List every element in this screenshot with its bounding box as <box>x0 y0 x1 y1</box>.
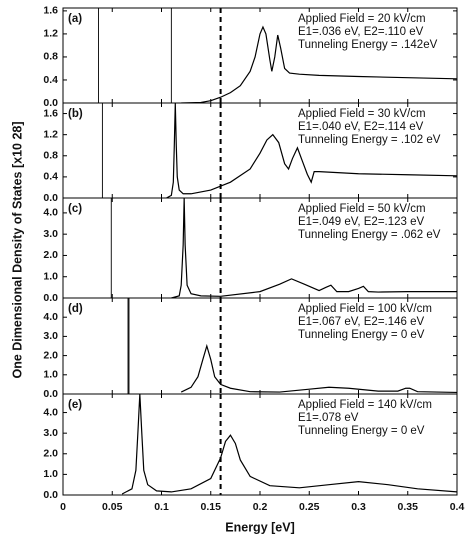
y-tick-label: 1.0 <box>43 271 58 283</box>
x-tick-label: 0.2 <box>253 501 268 513</box>
y-tick-label: 0.0 <box>43 97 58 109</box>
x-tick-label: 0.3 <box>351 501 366 513</box>
y-tick-label: 0.4 <box>43 74 58 86</box>
annotation: E1=.067 eV, E2=.146 eV <box>298 316 425 328</box>
x-tick-label: 0.25 <box>299 501 320 513</box>
y-tick-label: 0.0 <box>43 489 58 501</box>
annotation: Tunneling Energy = .062 eV <box>298 229 441 241</box>
panel-label: (e) <box>68 399 82 411</box>
y-tick-label: 2.0 <box>43 249 58 261</box>
annotation: Applied Field = 20 kV/cm <box>298 13 426 25</box>
annotation: E1=.036 eV, E2=.110 eV <box>298 26 424 38</box>
y-tick-label: 0.8 <box>43 51 58 63</box>
annotation: Tunneling Energy = .102 eV <box>298 134 441 146</box>
annotation: Tunneling Energy = .142eV <box>298 39 438 51</box>
annotation: Applied Field = 140 kV/cm <box>298 399 432 411</box>
dos-curve <box>121 394 457 495</box>
x-axis-label: Energy [eV] <box>225 520 294 534</box>
x-tick-label: 0.35 <box>398 501 419 513</box>
y-tick-label: 4.0 <box>43 406 58 418</box>
annotation: Tunneling Energy = 0 eV <box>298 425 425 437</box>
y-tick-label: 4.0 <box>43 207 58 219</box>
panel-label: (a) <box>68 13 82 25</box>
y-tick-label: 0.0 <box>43 192 58 204</box>
panel-label: (d) <box>68 303 83 315</box>
y-tick-label: 4.0 <box>43 311 58 323</box>
dos-curve <box>166 103 457 198</box>
dos-curve <box>180 343 457 394</box>
panel-label: (b) <box>68 108 83 120</box>
annotation: Applied Field = 100 kV/cm <box>298 303 432 315</box>
y-tick-label: 1.2 <box>43 28 58 40</box>
y-tick-label: 1.0 <box>43 468 58 480</box>
x-tick-label: 0.4 <box>450 501 465 513</box>
annotation: Tunneling Energy = 0 eV <box>298 329 425 341</box>
y-axis-label: One Dimensional Density of States [x10 2… <box>10 121 24 378</box>
y-tick-label: 1.6 <box>43 107 58 119</box>
y-tick-label: 2.0 <box>43 349 58 361</box>
x-tick-label: 0.15 <box>201 501 222 513</box>
annotation: Applied Field = 30 kV/cm <box>298 108 426 120</box>
y-tick-label: 1.2 <box>43 128 58 140</box>
y-tick-label: 2.0 <box>43 448 58 460</box>
annotation: Applied Field = 50 kV/cm <box>298 203 426 215</box>
annotation: E1=.049 eV, E2=.123 eV <box>298 216 425 228</box>
dos-curve <box>181 25 457 103</box>
x-tick-label: 0 <box>60 501 66 513</box>
x-tick-label: 0.05 <box>102 501 123 513</box>
y-tick-label: 0.0 <box>43 292 58 304</box>
annotation: E1=.040 eV, E2=.114 eV <box>298 121 424 133</box>
y-tick-label: 0.4 <box>43 171 58 183</box>
y-tick-label: 0.8 <box>43 150 58 162</box>
panel-label: (c) <box>68 203 82 215</box>
y-tick-label: 3.0 <box>43 330 58 342</box>
y-tick-label: 0.0 <box>43 388 58 400</box>
x-tick-label: 0.1 <box>154 501 169 513</box>
dos-curve <box>171 198 457 298</box>
y-tick-label: 3.0 <box>43 228 58 240</box>
y-tick-label: 1.6 <box>43 5 58 17</box>
y-tick-label: 1.0 <box>43 369 58 381</box>
y-tick-label: 3.0 <box>43 427 58 439</box>
annotation: E1=.078 eV <box>298 412 359 424</box>
